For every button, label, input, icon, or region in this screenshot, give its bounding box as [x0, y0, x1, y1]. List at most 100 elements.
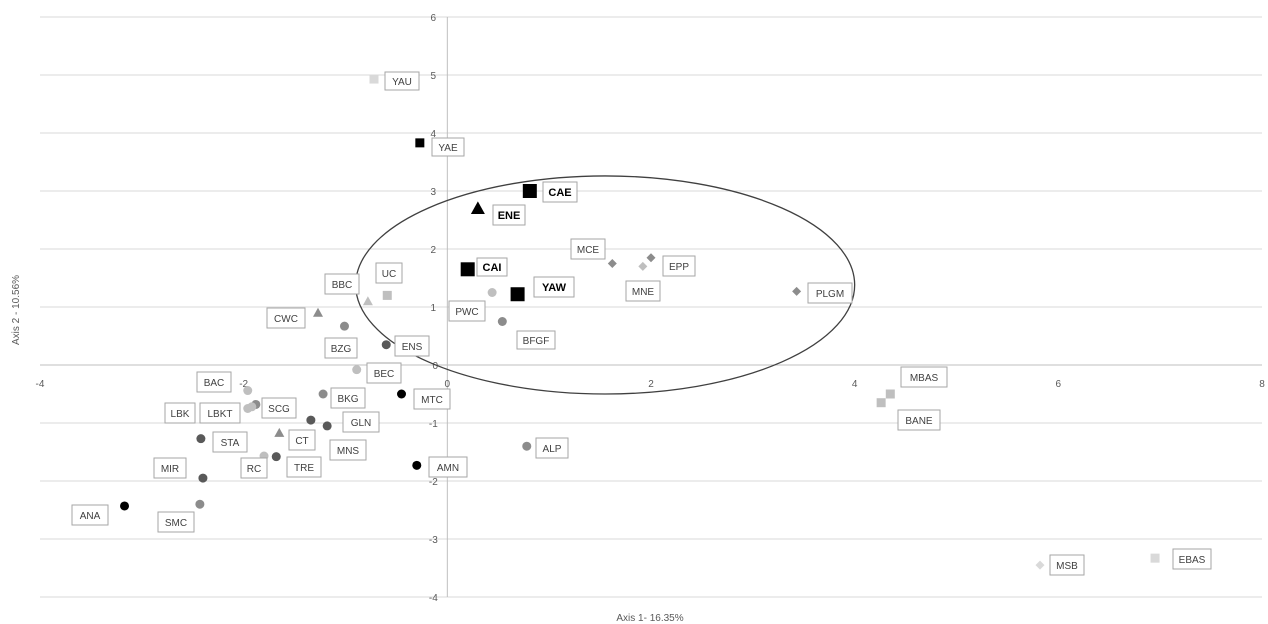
label-cai: CAI: [476, 257, 508, 277]
point-amn: [412, 460, 422, 470]
label-box: [533, 276, 575, 298]
label-box: [625, 280, 661, 302]
point-uc: [382, 290, 392, 300]
label-mns: MNS: [329, 439, 367, 461]
label-mce: MCE: [570, 238, 606, 260]
origin-tick-label: 0: [433, 361, 439, 372]
label-box: [394, 335, 430, 357]
label-text: STA: [221, 438, 240, 449]
axes: [40, 17, 1262, 597]
label-box: [366, 362, 402, 384]
point-lbkt: [247, 402, 257, 412]
point-mne: [638, 261, 648, 271]
point-bec: [352, 365, 362, 375]
label-text: BFGF: [523, 336, 550, 347]
label-yae: YAE: [431, 137, 465, 157]
label-text: CAI: [483, 262, 502, 274]
label-text: YAE: [438, 143, 458, 154]
x-tick-label: 0: [445, 379, 451, 390]
label-amn: AMN: [428, 456, 468, 478]
point-bkg: [318, 389, 328, 399]
point-smc: [195, 499, 205, 509]
label-plgm: PLGM: [807, 282, 853, 304]
point-pwc: [487, 288, 497, 297]
label-bfgf: BFGF: [516, 330, 556, 350]
label-text: MSB: [1056, 561, 1078, 572]
label-smc: SMC: [157, 511, 195, 533]
label-ct: CT: [288, 429, 316, 451]
point-cwc: [313, 307, 324, 317]
label-box: [535, 437, 569, 459]
label-box: [900, 366, 948, 388]
label-text: ALP: [543, 444, 562, 455]
label-scg: SCG: [261, 397, 297, 419]
label-text: MNS: [337, 446, 360, 457]
label-bac: BAC: [196, 371, 232, 393]
y-tick-label: -3: [429, 535, 438, 546]
label-box: [329, 439, 367, 461]
label-box: [153, 457, 187, 479]
cluster-ellipse: [355, 175, 856, 395]
x-tick-label: 4: [852, 379, 858, 390]
y-axis-label: Axis 2 - 10.56%: [11, 275, 22, 345]
point-ebas: [1150, 553, 1160, 563]
label-box: [428, 456, 468, 478]
label-yau: YAU: [384, 71, 420, 91]
point-mir: [198, 473, 208, 483]
label-box: [286, 456, 322, 478]
x-tick-label: 2: [648, 379, 654, 390]
label-mtc: MTC: [413, 388, 451, 410]
x-tick-label: -4: [36, 379, 45, 390]
label-box: [375, 262, 403, 284]
label-text: BZG: [331, 344, 352, 355]
label-text: SMC: [165, 518, 187, 529]
y-tick-label: -2: [429, 477, 438, 488]
point-ens: [381, 340, 391, 350]
label-box: [240, 457, 268, 479]
label-text: EPP: [669, 262, 689, 273]
label-text: MCE: [577, 245, 600, 256]
label-bzg: BZG: [324, 337, 358, 359]
label-bane: BANE: [897, 409, 941, 431]
x-axis-label: Axis 1- 16.35%: [616, 613, 683, 624]
label-box: [288, 429, 316, 451]
y-tick-label: 1: [431, 303, 437, 314]
label-ana: ANA: [71, 504, 109, 526]
label-box: [476, 257, 508, 277]
point-mce: [607, 259, 617, 268]
point-sta: [196, 434, 206, 444]
x-tick-label: -2: [239, 379, 248, 390]
label-uc: UC: [375, 262, 403, 284]
label-text: MBAS: [910, 373, 939, 384]
point-mns: [322, 421, 332, 431]
label-text: CT: [295, 436, 308, 447]
label-rc: RC: [240, 457, 268, 479]
label-bkg: BKG: [330, 387, 366, 409]
label-lbkt: LBKT: [199, 402, 241, 424]
label-box: [342, 411, 380, 433]
label-box: [71, 504, 109, 526]
label-text: ENS: [402, 342, 423, 353]
label-text: MIR: [161, 464, 179, 475]
point-yaw: [510, 287, 525, 302]
label-gln: GLN: [342, 411, 380, 433]
label-yaw: YAW: [533, 276, 575, 298]
x-tick-label: 8: [1259, 379, 1265, 390]
label-ene: ENE: [492, 204, 526, 226]
point-alp: [522, 441, 532, 451]
point-cae: [522, 184, 537, 198]
label-text: ENE: [498, 210, 521, 222]
label-box: [384, 71, 420, 91]
label-box: [196, 371, 232, 393]
label-text: CAE: [548, 187, 571, 199]
label-box: [413, 388, 451, 410]
label-msb: MSB: [1049, 554, 1085, 576]
label-text: LBKT: [207, 409, 232, 420]
label-text: BANE: [905, 416, 933, 427]
point-ene: [470, 201, 485, 214]
label-text: UC: [382, 269, 396, 280]
point-epp: [646, 253, 656, 263]
tick-labels: -4 -3 -2 -1 1 2 3 4 5 6 -4 -2 0 2 4 6 8 0: [36, 13, 1266, 604]
point-gln: [306, 415, 316, 425]
